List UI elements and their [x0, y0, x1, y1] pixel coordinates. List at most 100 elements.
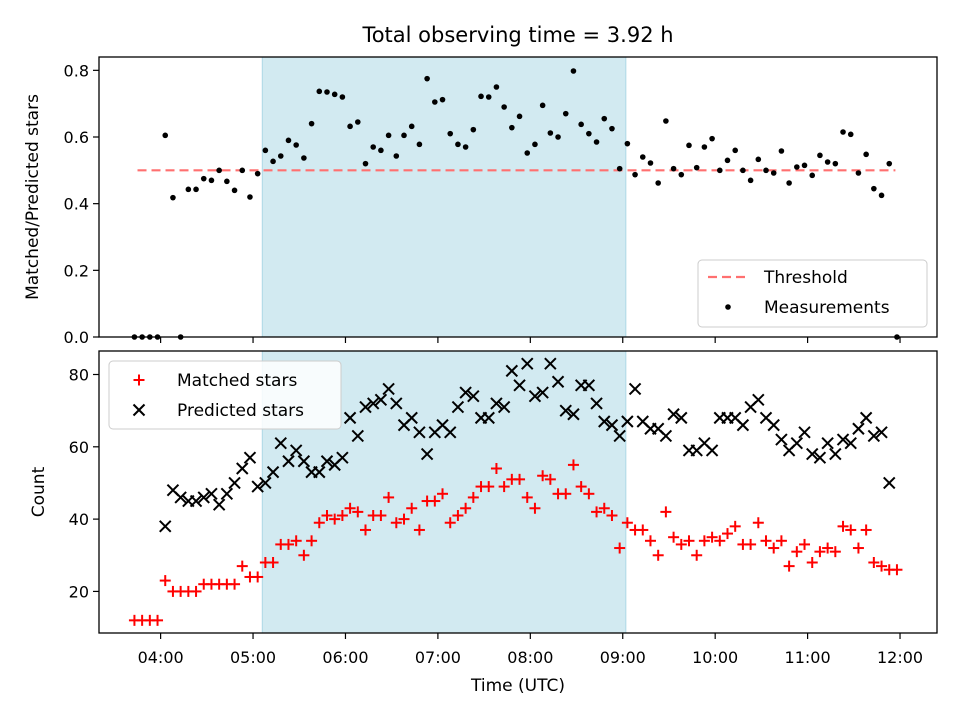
bottom-xlabel: Time (UTC)	[470, 676, 565, 696]
measurement-point	[339, 94, 346, 100]
x-tick-label: 05:00	[230, 648, 276, 667]
matched-star-point	[868, 557, 880, 568]
matched-star-point	[837, 520, 849, 532]
measurement-point	[555, 134, 561, 140]
measurement-point	[809, 172, 816, 179]
matched-star-point	[282, 538, 294, 550]
predicted-star-point	[374, 393, 388, 407]
measurement-point	[586, 130, 592, 137]
measurement-point	[532, 141, 538, 148]
predicted-star-point	[359, 400, 372, 414]
measurement-point	[478, 93, 484, 100]
measurement-point	[416, 141, 423, 148]
y-tick-label: 40	[69, 510, 89, 529]
matched-star-point	[783, 560, 795, 572]
measurement-point	[593, 139, 600, 145]
predicted-star-point	[659, 429, 673, 443]
predicted-star-point	[521, 357, 534, 370]
measurement-point	[378, 147, 384, 154]
measurement-point	[693, 164, 700, 171]
bottom-legend: Matched stars Predicted stars	[108, 360, 342, 430]
x-tick-label: 09:00	[600, 648, 646, 667]
predicted-star-point	[297, 455, 311, 468]
top-panel: 0.00.20.40.60.8 Matched/Predicted stars …	[23, 56, 938, 347]
measurement-point	[770, 170, 777, 176]
measurement-point	[794, 164, 800, 170]
matched-star-point	[521, 491, 533, 503]
matched-star-point	[675, 538, 687, 550]
measurement-point	[370, 144, 376, 150]
measurement-point	[493, 84, 500, 90]
measurement-point	[401, 132, 407, 139]
matched-star-point	[429, 495, 441, 507]
measurement-point	[270, 158, 276, 165]
highlight-span	[261, 56, 627, 338]
measurement-point	[601, 115, 608, 122]
matched-star-point	[306, 535, 318, 547]
measurement-point	[277, 153, 284, 159]
matched-star-point	[876, 560, 888, 572]
predicted-star-point	[567, 408, 580, 421]
predicted-star-point	[667, 408, 680, 421]
matched-star-point	[252, 571, 264, 583]
measurement-point	[301, 155, 307, 161]
predicted-star-point	[351, 429, 365, 443]
predicted-star-point	[205, 487, 218, 501]
predicted-star-point	[813, 451, 827, 464]
y-tick-label: 20	[69, 582, 89, 601]
matched-star-point	[745, 538, 757, 550]
predicted-star-point	[405, 411, 418, 425]
matched-star-point	[598, 502, 610, 514]
measurement-point	[632, 171, 638, 178]
measurement-point	[871, 185, 877, 192]
predicted-star-point	[159, 520, 172, 533]
predicted-star-point	[513, 379, 526, 392]
measurement-point	[331, 91, 338, 98]
y-tick-label: 0.0	[64, 328, 89, 347]
measurement-point	[362, 160, 369, 167]
predicted-star-point	[251, 480, 264, 493]
legend-predicted-label: Predicted stars	[177, 401, 304, 421]
predicted-star-point	[675, 411, 688, 425]
predicted-star-point	[798, 426, 811, 439]
predicted-star-point	[174, 491, 187, 504]
measurement-point	[740, 167, 746, 174]
matched-star-point	[267, 557, 279, 568]
matched-star-point	[537, 470, 549, 482]
measurement-point	[216, 167, 222, 174]
predicted-star-point	[598, 415, 611, 428]
y-tick-label: 0.8	[64, 61, 89, 80]
predicted-star-point	[821, 436, 834, 450]
measurement-point	[162, 132, 169, 139]
matched-star-point	[567, 459, 579, 471]
matched-star-point	[799, 538, 811, 550]
measurement-point	[347, 123, 353, 130]
predicted-star-point	[829, 447, 842, 461]
predicted-star-point	[289, 444, 303, 457]
x-tick-label: 11:00	[785, 648, 831, 667]
measurement-point	[840, 129, 846, 135]
predicted-star-point	[613, 429, 626, 443]
matched-star-point	[383, 491, 395, 503]
matched-star-point	[814, 546, 826, 558]
measurement-point	[647, 160, 654, 166]
matched-star-point	[483, 481, 495, 493]
x-tick-label: 07:00	[415, 648, 461, 667]
predicted-star-point	[551, 375, 565, 388]
matched-star-point	[806, 557, 818, 568]
y-tick-label: 0.4	[64, 195, 89, 214]
matched-star-point	[159, 575, 171, 587]
matched-star-point	[852, 542, 864, 554]
y-tick-label: 0.6	[64, 128, 89, 147]
matched-star-point	[229, 578, 241, 590]
measurement-point	[863, 151, 869, 158]
matched-star-point	[529, 502, 541, 514]
measurement-point	[747, 177, 754, 184]
matched-star-point	[660, 506, 672, 518]
matched-star-point	[359, 524, 371, 536]
matched-star-point	[390, 517, 402, 529]
predicted-star-point	[505, 364, 519, 378]
y-tick-label: 80	[69, 366, 89, 385]
measurement-point	[316, 88, 323, 95]
predicted-star-point	[336, 451, 349, 464]
